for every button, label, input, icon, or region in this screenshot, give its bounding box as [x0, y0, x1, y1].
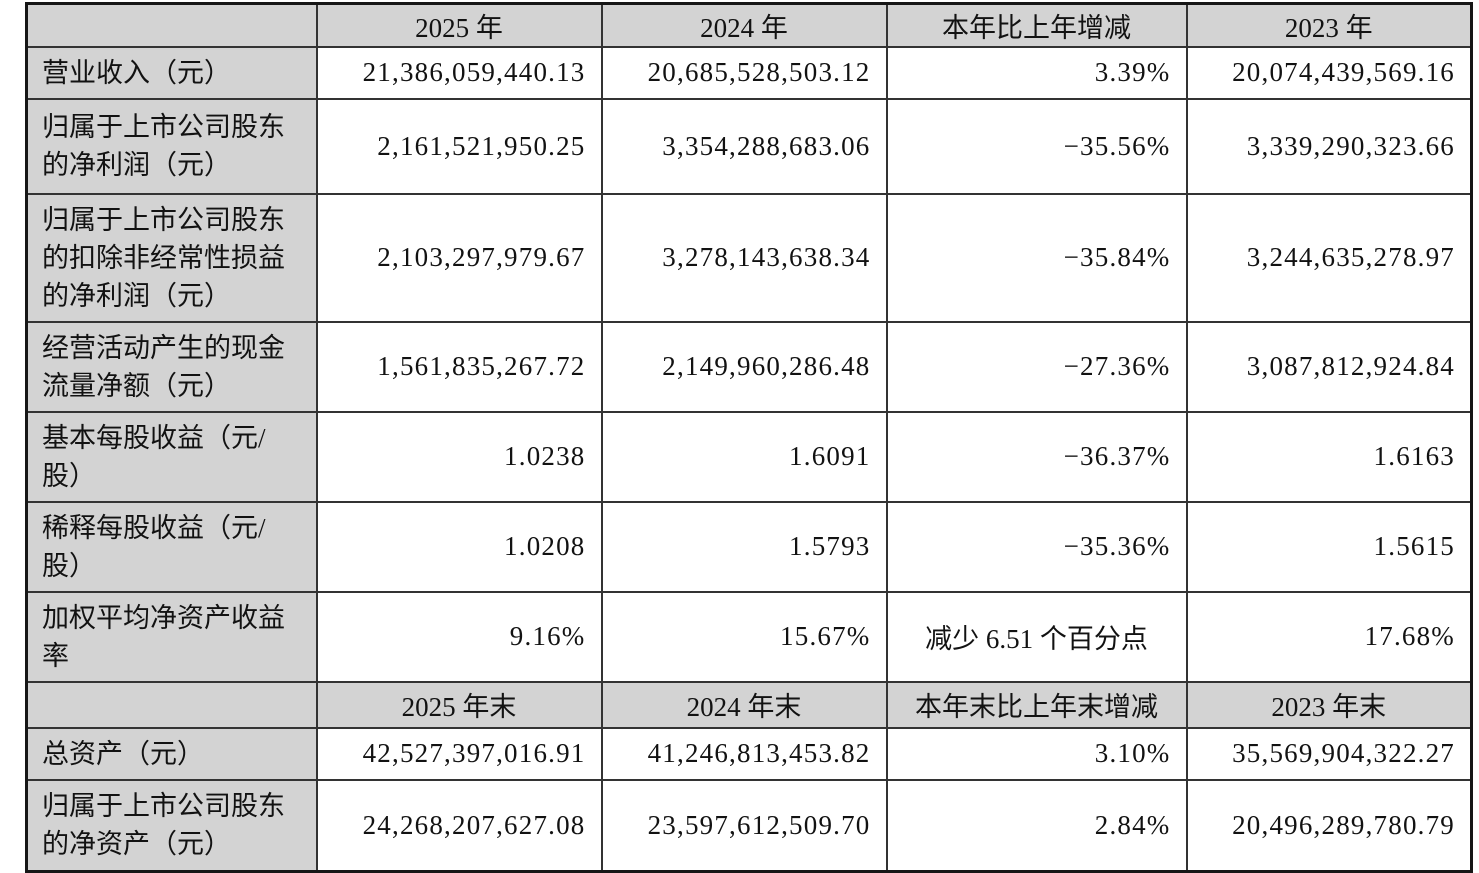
value-2023: 3,244,635,278.97 — [1185, 192, 1473, 323]
value-2025: 42,527,397,016.91 — [315, 726, 603, 781]
value-2023: 1.5615 — [1185, 500, 1473, 593]
value-2023: 17.68% — [1185, 590, 1473, 683]
value-change: 3.10% — [885, 726, 1188, 781]
value-2024: 41,246,813,453.82 — [600, 726, 888, 781]
table-row-revenue: 营业收入（元） 21,386,059,440.13 20,685,528,503… — [25, 45, 1473, 100]
table-row-net-profit: 归属于上市公司股东的净利润（元） 2,161,521,950.25 3,354,… — [25, 97, 1473, 195]
col-header-2025: 2025 年 — [315, 2, 603, 48]
table-row-weighted-avg-roe: 加权平均净资产收益率 9.16% 15.67% 减少 6.51 个百分点 17.… — [25, 590, 1473, 683]
table-row-basic-eps: 基本每股收益（元/股） 1.0238 1.6091 −36.37% 1.6163 — [25, 410, 1473, 503]
value-2024: 3,354,288,683.06 — [600, 97, 888, 195]
row-label: 经营活动产生的现金流量净额（元） — [25, 320, 318, 413]
col-header-2023-end: 2023 年末 — [1185, 680, 1473, 729]
row-label: 稀释每股收益（元/股） — [25, 500, 318, 593]
value-change: 2.84% — [885, 778, 1188, 873]
col-header-year-end-change: 本年末比上年末增减 — [885, 680, 1188, 729]
value-2024: 15.67% — [600, 590, 888, 683]
value-change: 减少 6.51 个百分点 — [885, 590, 1188, 683]
table-header-row-annual: 2025 年 2024 年 本年比上年增减 2023 年 — [25, 2, 1473, 48]
value-change: −36.37% — [885, 410, 1188, 503]
row-label: 营业收入（元） — [25, 45, 318, 100]
value-2023: 20,074,439,569.16 — [1185, 45, 1473, 100]
col-header-2024: 2024 年 — [600, 2, 888, 48]
value-2023: 3,087,812,924.84 — [1185, 320, 1473, 413]
value-2023: 3,339,290,323.66 — [1185, 97, 1473, 195]
value-2025: 1.0208 — [315, 500, 603, 593]
value-2024: 20,685,528,503.12 — [600, 45, 888, 100]
value-change: −35.36% — [885, 500, 1188, 593]
table-row-net-assets: 归属于上市公司股东的净资产（元） 24,268,207,627.08 23,59… — [25, 778, 1473, 873]
financial-summary-table: 2025 年 2024 年 本年比上年增减 2023 年 营业收入（元） 21,… — [25, 2, 1473, 873]
value-2025: 24,268,207,627.08 — [315, 778, 603, 873]
value-change: −35.56% — [885, 97, 1188, 195]
value-2023: 20,496,289,780.79 — [1185, 778, 1473, 873]
value-2024: 23,597,612,509.70 — [600, 778, 888, 873]
value-2025: 2,103,297,979.67 — [315, 192, 603, 323]
col-header-2024-end: 2024 年末 — [600, 680, 888, 729]
col-header-2023: 2023 年 — [1185, 2, 1473, 48]
table-row-operating-cash-flow: 经营活动产生的现金流量净额（元） 1,561,835,267.72 2,149,… — [25, 320, 1473, 413]
value-2024: 3,278,143,638.34 — [600, 192, 888, 323]
row-label: 总资产（元） — [25, 726, 318, 781]
table-row-total-assets: 总资产（元） 42,527,397,016.91 41,246,813,453.… — [25, 726, 1473, 781]
row-label: 归属于上市公司股东的扣除非经常性损益的净利润（元） — [25, 192, 318, 323]
value-change: −35.84% — [885, 192, 1188, 323]
table-row-diluted-eps: 稀释每股收益（元/股） 1.0208 1.5793 −35.36% 1.5615 — [25, 500, 1473, 593]
value-2024: 1.5793 — [600, 500, 888, 593]
value-2025: 1.0238 — [315, 410, 603, 503]
col-header-2025-end: 2025 年末 — [315, 680, 603, 729]
row-label: 归属于上市公司股东的净利润（元） — [25, 97, 318, 195]
value-2025: 2,161,521,950.25 — [315, 97, 603, 195]
table-header-row-year-end: 2025 年末 2024 年末 本年末比上年末增减 2023 年末 — [25, 680, 1473, 729]
value-2025: 1,561,835,267.72 — [315, 320, 603, 413]
row-label: 基本每股收益（元/股） — [25, 410, 318, 503]
value-2023: 1.6163 — [1185, 410, 1473, 503]
value-2024: 2,149,960,286.48 — [600, 320, 888, 413]
col-header-yoy-change: 本年比上年增减 — [885, 2, 1188, 48]
value-change: 3.39% — [885, 45, 1188, 100]
value-2023: 35,569,904,322.27 — [1185, 726, 1473, 781]
table-row-net-profit-deducted: 归属于上市公司股东的扣除非经常性损益的净利润（元） 2,103,297,979.… — [25, 192, 1473, 323]
corner-cell — [25, 680, 318, 729]
row-label: 加权平均净资产收益率 — [25, 590, 318, 683]
value-change: −27.36% — [885, 320, 1188, 413]
value-2025: 21,386,059,440.13 — [315, 45, 603, 100]
corner-cell — [25, 2, 318, 48]
row-label: 归属于上市公司股东的净资产（元） — [25, 778, 318, 873]
value-2024: 1.6091 — [600, 410, 888, 503]
value-2025: 9.16% — [315, 590, 603, 683]
